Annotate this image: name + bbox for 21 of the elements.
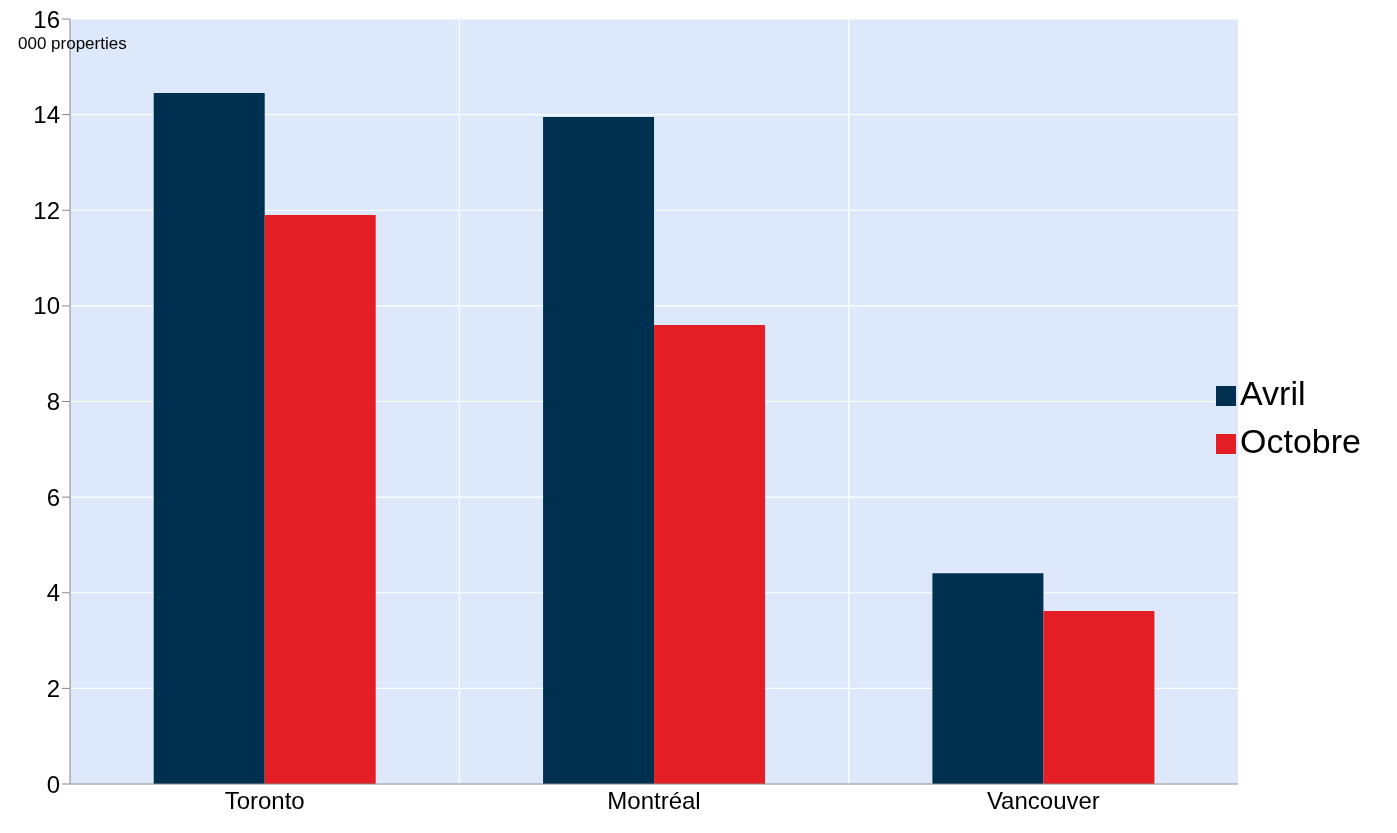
bar [153, 93, 265, 784]
y-tick-label: 0 [46, 770, 60, 798]
y-tick-label: 2 [46, 674, 60, 702]
y-axis-title: 000 properties [18, 34, 127, 54]
x-tick-label: Montréal [607, 787, 701, 815]
y-tick-label: 8 [46, 388, 60, 416]
legend-label: Avril [1240, 373, 1306, 412]
y-tick-label: 16 [33, 5, 60, 33]
bar [543, 117, 655, 784]
y-tick-label: 14 [33, 101, 60, 129]
y-tick-label: 10 [33, 292, 60, 320]
bar [654, 325, 766, 784]
bar [932, 573, 1044, 784]
y-tick-label: 12 [33, 196, 60, 224]
legend-label: Octobre [1240, 421, 1361, 460]
bar [1043, 610, 1155, 784]
y-tick-label: 4 [46, 579, 60, 607]
x-tick-label: Toronto [224, 787, 305, 815]
y-tick-label: 6 [46, 483, 60, 511]
bar [264, 215, 376, 784]
x-tick-label: Vancouver [986, 787, 1100, 815]
